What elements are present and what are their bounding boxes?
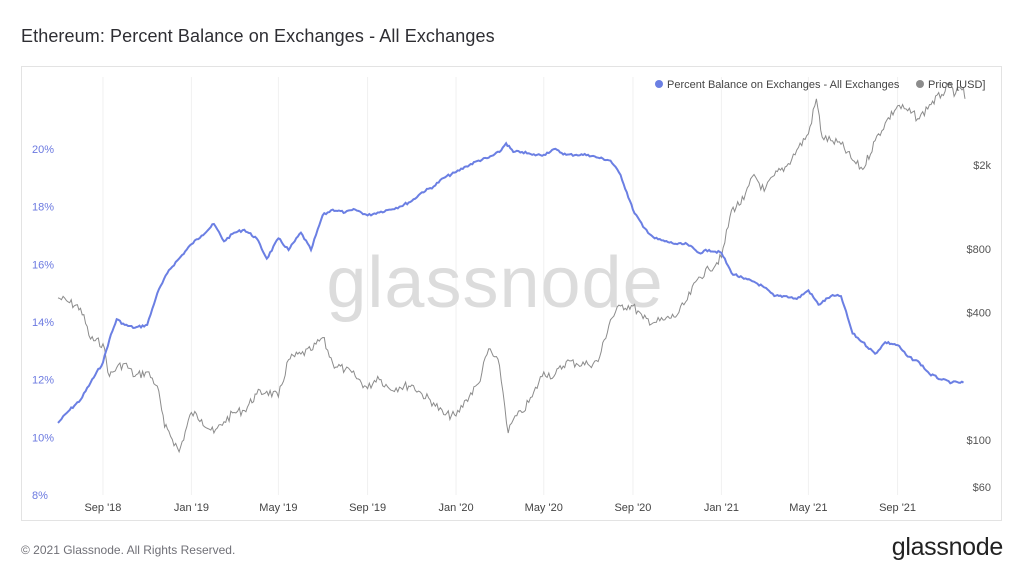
x-tick-label: May '19 bbox=[259, 502, 297, 514]
y-right-tick-label: $60 bbox=[973, 482, 991, 494]
legend-label-price: Price [USD] bbox=[928, 79, 985, 91]
y-left-tick-label: 12% bbox=[32, 375, 54, 387]
x-tick-label: Jan '19 bbox=[174, 502, 209, 514]
x-tick-label: Sep '21 bbox=[879, 502, 916, 514]
y-left-tick-label: 20% bbox=[32, 144, 54, 156]
x-tick-label: May '20 bbox=[525, 502, 563, 514]
y-left-tick-label: 16% bbox=[32, 259, 54, 271]
x-axis: Sep '18 Jan '19 May '19 Sep '19 Jan '20 May '… bbox=[84, 502, 916, 514]
y-right-tick-label: $400 bbox=[967, 308, 991, 320]
balance-series-line bbox=[57, 141, 964, 424]
chart-svg: glassnode 8% 10% 12% 14% 16% 18% 20% $60 $100 $4… bbox=[32, 77, 992, 514]
y-axis-left: 8% 10% 12% 14% 16% 18% 20% bbox=[32, 144, 54, 502]
y-right-tick-label: $100 bbox=[967, 435, 991, 447]
x-tick-label: Jan '21 bbox=[704, 502, 739, 514]
legend-label-balance: Percent Balance on Exchanges - All Excha… bbox=[667, 79, 900, 91]
y-left-tick-label: 8% bbox=[32, 490, 48, 502]
y-right-tick-label: $800 bbox=[967, 244, 991, 256]
watermark: glassnode bbox=[326, 243, 663, 323]
chart-panel: glassnode 8% 10% 12% 14% 16% 18% 20% $60 $100 $4… bbox=[21, 66, 1002, 521]
y-right-tick-label: $2k bbox=[973, 160, 991, 172]
brand-logo: glassnode bbox=[891, 533, 1004, 561]
legend-dot-balance bbox=[655, 80, 663, 88]
y-left-tick-label: 10% bbox=[32, 432, 54, 444]
copyright-text: © 2021 Glassnode. All Rights Reserved. bbox=[21, 543, 236, 557]
x-tick-label: Jan '20 bbox=[438, 502, 473, 514]
y-left-tick-label: 14% bbox=[32, 317, 54, 329]
x-tick-label: May '21 bbox=[789, 502, 827, 514]
grid-lines bbox=[102, 77, 899, 495]
y-axis-right: $60 $100 $400 $800 $2k bbox=[967, 160, 992, 494]
x-tick-label: Sep '20 bbox=[614, 502, 651, 514]
legend-dot-price bbox=[916, 80, 924, 88]
y-left-tick-label: 18% bbox=[32, 202, 54, 214]
x-tick-label: Sep '19 bbox=[349, 502, 386, 514]
chart-title: Ethereum: Percent Balance on Exchanges -… bbox=[21, 26, 495, 46]
legend: Price [USD] Percent Balance on Exchanges … bbox=[655, 79, 985, 91]
price-series-line bbox=[57, 81, 966, 454]
x-tick-label: Sep '18 bbox=[84, 502, 121, 514]
